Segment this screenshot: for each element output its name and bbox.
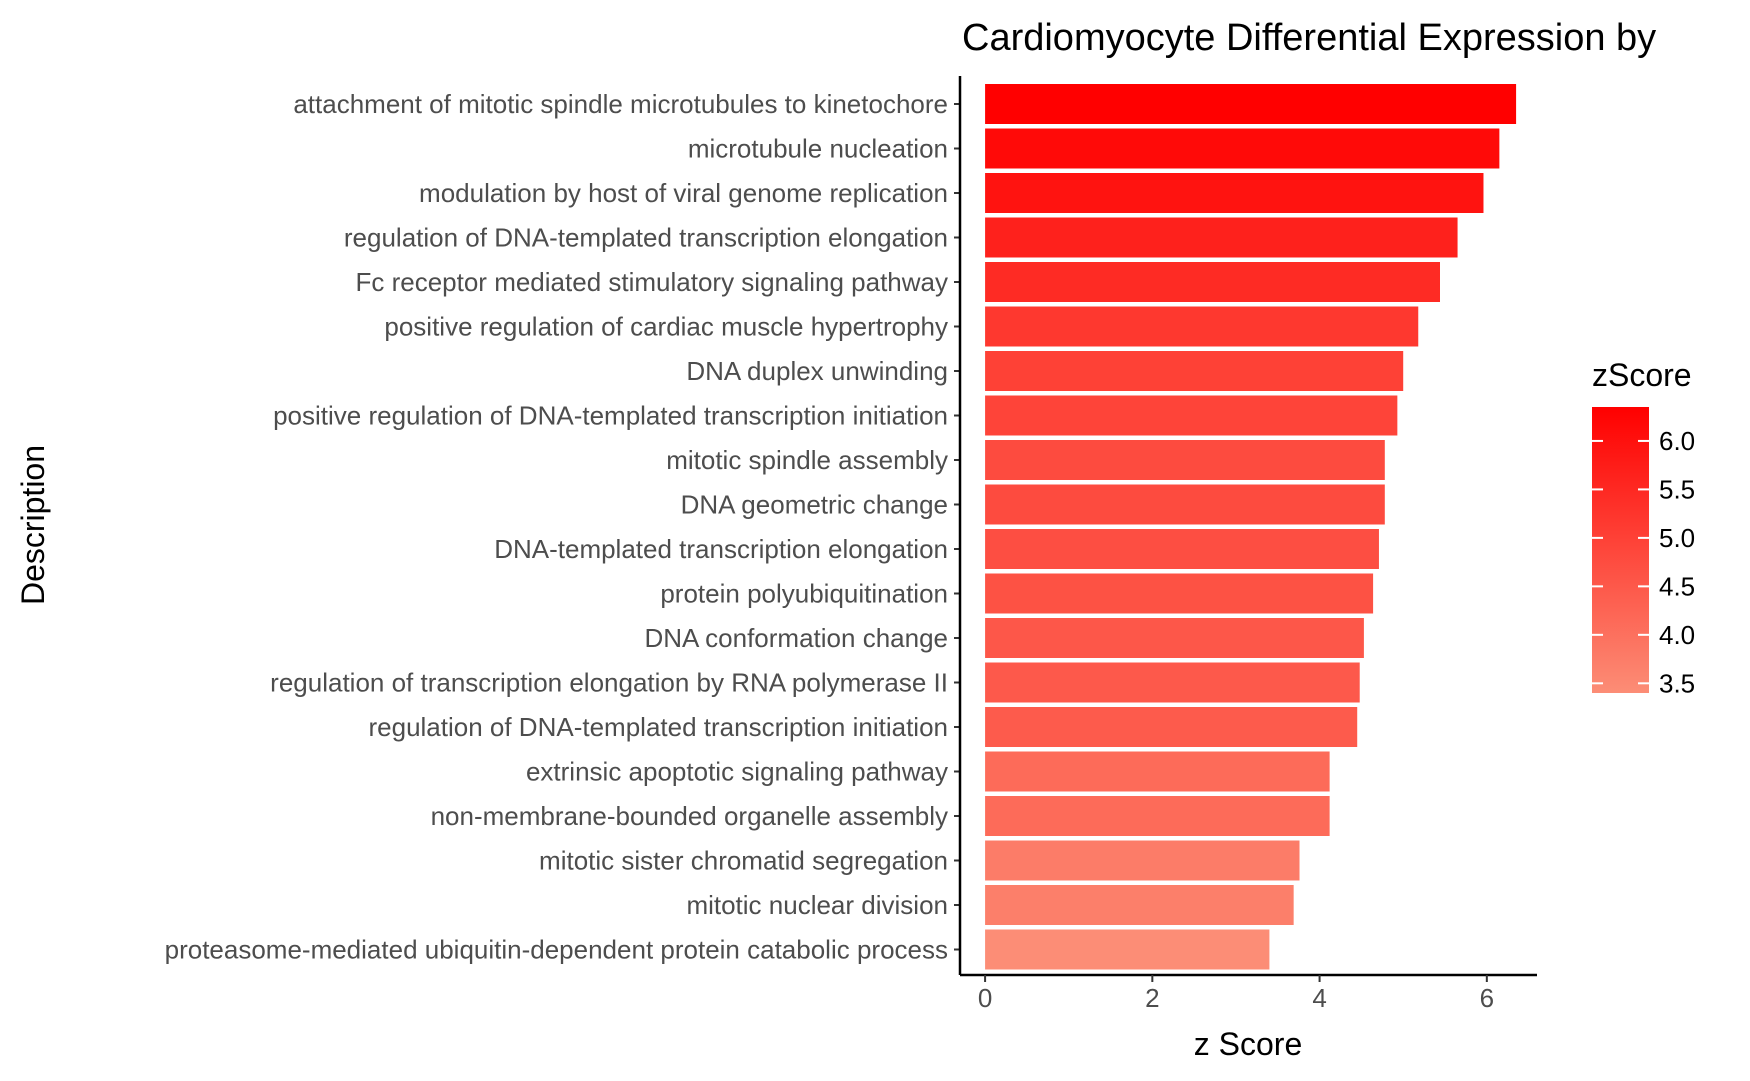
bar [985,885,1294,925]
chart-title: Cardiomyocyte Differential Expression by [962,17,1656,59]
bar [985,618,1364,658]
bar [985,395,1398,436]
y-tick-label: positive regulation of DNA-templated tra… [273,401,948,431]
x-tick-label: 0 [978,983,992,1013]
legend: zScore 6.0 5.5 5.0 4.5 4.0 3.5 [1592,357,1695,698]
y-tick-label: mitotic nuclear division [686,890,948,920]
y-axis-title: Description [15,445,51,605]
bar [985,573,1374,614]
y-tick-label: protein polyubiquitination [660,579,948,609]
bar [985,751,1330,792]
legend-tick-label: 4.5 [1659,571,1695,601]
y-tick-label: non-membrane-bounded organelle assembly [431,801,948,831]
bar [985,484,1385,525]
y-tick-label: positive regulation of cardiac muscle hy… [384,312,948,342]
y-tick-label: modulation by host of viral genome repli… [419,178,948,208]
y-tick-label: attachment of mitotic spindle microtubul… [293,89,948,119]
legend-colorbar [1592,407,1649,693]
x-tick-label: 4 [1312,983,1326,1013]
y-tick-label: regulation of DNA-templated transcriptio… [344,223,948,253]
legend-tick-label: 5.5 [1659,474,1695,504]
plot-area: attachment of mitotic spindle microtubul… [165,76,1537,1013]
y-tick-label: microtubule nucleation [688,134,948,164]
y-tick-label: proteasome-mediated ubiquitin-dependent … [165,935,948,965]
y-tick-label: regulation of transcription elongation b… [270,668,948,698]
legend-tick-label: 3.5 [1659,668,1695,698]
bar [985,128,1500,169]
y-tick-label: mitotic spindle assembly [666,445,948,475]
x-tick-label: 6 [1480,983,1494,1013]
bar [985,351,1404,391]
y-tick-label: extrinsic apoptotic signaling pathway [526,757,948,787]
y-tick-label: mitotic sister chromatid segregation [539,846,948,876]
bar [985,84,1517,124]
x-axis-title: z Score [1194,1026,1302,1062]
bar [985,662,1360,703]
y-tick-label: DNA geometric change [681,490,948,520]
bar [985,796,1330,836]
bar [985,306,1419,347]
y-tick-label: regulation of DNA-templated transcriptio… [368,712,948,742]
bar [985,262,1440,302]
bar [985,440,1385,480]
legend-tick-label: 6.0 [1659,426,1695,456]
legend-title: zScore [1592,357,1692,393]
legend-tick-label: 5.0 [1659,523,1695,553]
legend-tick-label: 4.0 [1659,620,1695,650]
bar [985,929,1270,970]
bar [985,840,1300,881]
bar [985,707,1358,747]
bar [985,529,1379,569]
x-tick-label: 2 [1145,983,1159,1013]
y-tick-label: DNA-templated transcription elongation [494,534,948,564]
y-tick-label: Fc receptor mediated stimulatory signali… [355,267,948,297]
y-tick-label: DNA conformation change [644,623,948,653]
bar [985,217,1458,258]
bar [985,173,1484,213]
y-tick-label: DNA duplex unwinding [686,356,948,386]
